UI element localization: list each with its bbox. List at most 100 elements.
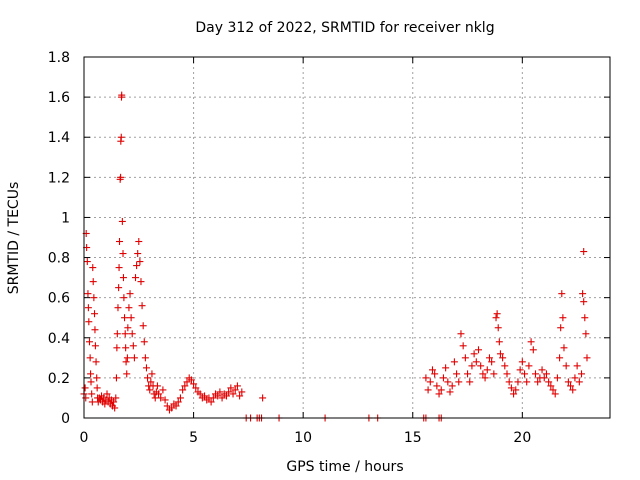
- x-tick-label: 0: [80, 430, 89, 446]
- data-point: [238, 388, 246, 396]
- data-point: [505, 378, 513, 386]
- data-point: [86, 354, 94, 362]
- data-point: [88, 390, 96, 398]
- data-point: [510, 390, 518, 398]
- y-tick-label: 1.4: [48, 130, 70, 146]
- data-point: [118, 91, 126, 99]
- y-tick-label: 1.8: [48, 50, 70, 66]
- data-point: [112, 394, 120, 402]
- data-point: [115, 284, 123, 292]
- data-point: [450, 358, 458, 366]
- data-point: [123, 370, 131, 378]
- data-point: [91, 326, 99, 334]
- data-point: [472, 358, 480, 366]
- data-point: [207, 398, 215, 406]
- data-point: [135, 238, 143, 246]
- data-point: [457, 330, 465, 338]
- data-point: [431, 370, 439, 378]
- data-point: [259, 394, 267, 402]
- grid-layer: [84, 57, 610, 418]
- y-tick-label: 0.6: [48, 291, 70, 307]
- data-point: [518, 358, 526, 366]
- data-point: [92, 358, 100, 366]
- data-point: [490, 370, 498, 378]
- data-point: [227, 384, 235, 392]
- data-point: [148, 370, 156, 378]
- data-point: [553, 374, 561, 382]
- data-point: [569, 386, 577, 394]
- data-point: [130, 354, 138, 362]
- data-point: [503, 370, 511, 378]
- data-point: [507, 384, 515, 392]
- data-point: [557, 324, 565, 332]
- data-point: [179, 386, 187, 394]
- data-point: [551, 390, 559, 398]
- data-point: [112, 374, 120, 382]
- data-point: [435, 390, 443, 398]
- data-point: [153, 382, 161, 390]
- data-point: [525, 362, 533, 370]
- plot-frame: [83, 56, 611, 419]
- y-tick-label: 0.8: [48, 251, 70, 267]
- data-point: [516, 366, 524, 374]
- data-point: [201, 392, 209, 400]
- y-tick-label: 0.4: [48, 331, 70, 347]
- data-point: [168, 404, 176, 412]
- data-point: [426, 378, 434, 386]
- data-point: [157, 394, 165, 402]
- data-point: [159, 386, 167, 394]
- data-point: [87, 370, 95, 378]
- data-point: [116, 238, 124, 246]
- x-tick-label: 15: [404, 430, 422, 446]
- data-point: [146, 386, 154, 394]
- data-point: [559, 314, 567, 322]
- data-point: [214, 392, 222, 400]
- data-point: [114, 304, 122, 312]
- x-tick-label: 10: [294, 430, 312, 446]
- data-point: [117, 173, 125, 181]
- data-point: [547, 382, 555, 390]
- data-point: [196, 390, 204, 398]
- data-point: [494, 324, 502, 332]
- data-point: [122, 344, 130, 352]
- data-point: [81, 384, 89, 392]
- data-point: [495, 338, 503, 346]
- data-point: [147, 378, 155, 386]
- data-point: [127, 314, 135, 322]
- data-point: [83, 258, 91, 266]
- y-tick-label: 0.2: [48, 371, 70, 387]
- data-point: [529, 346, 537, 354]
- chart-title: Day 312 of 2022, SRMTID for receiver nkl…: [195, 20, 494, 36]
- data-point: [216, 388, 224, 396]
- data-point: [459, 342, 467, 350]
- data-point: [422, 374, 430, 382]
- y-tick-labels: 0 0.2 0.4 0.6 0.8 1 1.2 1.4 1.6 1.8: [48, 50, 70, 427]
- data-point: [155, 390, 163, 398]
- data-point: [549, 386, 557, 394]
- data-point: [225, 388, 233, 396]
- data-point: [115, 264, 123, 272]
- data-point: [575, 378, 583, 386]
- data-point: [125, 304, 133, 312]
- data-point: [581, 314, 589, 322]
- data-point: [190, 380, 198, 388]
- data-point: [527, 338, 535, 346]
- y-axis-label: SRMTID / TECUs: [6, 182, 22, 295]
- x-axis-label: GPS time / hours: [286, 459, 403, 475]
- data-point: [176, 394, 184, 402]
- data-point: [141, 354, 149, 362]
- data-point: [89, 278, 97, 286]
- data-point: [233, 382, 241, 390]
- data-point: [564, 378, 572, 386]
- data-point: [192, 384, 200, 392]
- data-point: [84, 304, 92, 312]
- data-point: [174, 398, 182, 406]
- data-point: [218, 394, 226, 402]
- data-point: [439, 374, 447, 382]
- data-point: [433, 382, 441, 390]
- data-point: [428, 366, 436, 374]
- data-point: [129, 342, 137, 350]
- data-point: [124, 324, 132, 332]
- data-point: [562, 362, 570, 370]
